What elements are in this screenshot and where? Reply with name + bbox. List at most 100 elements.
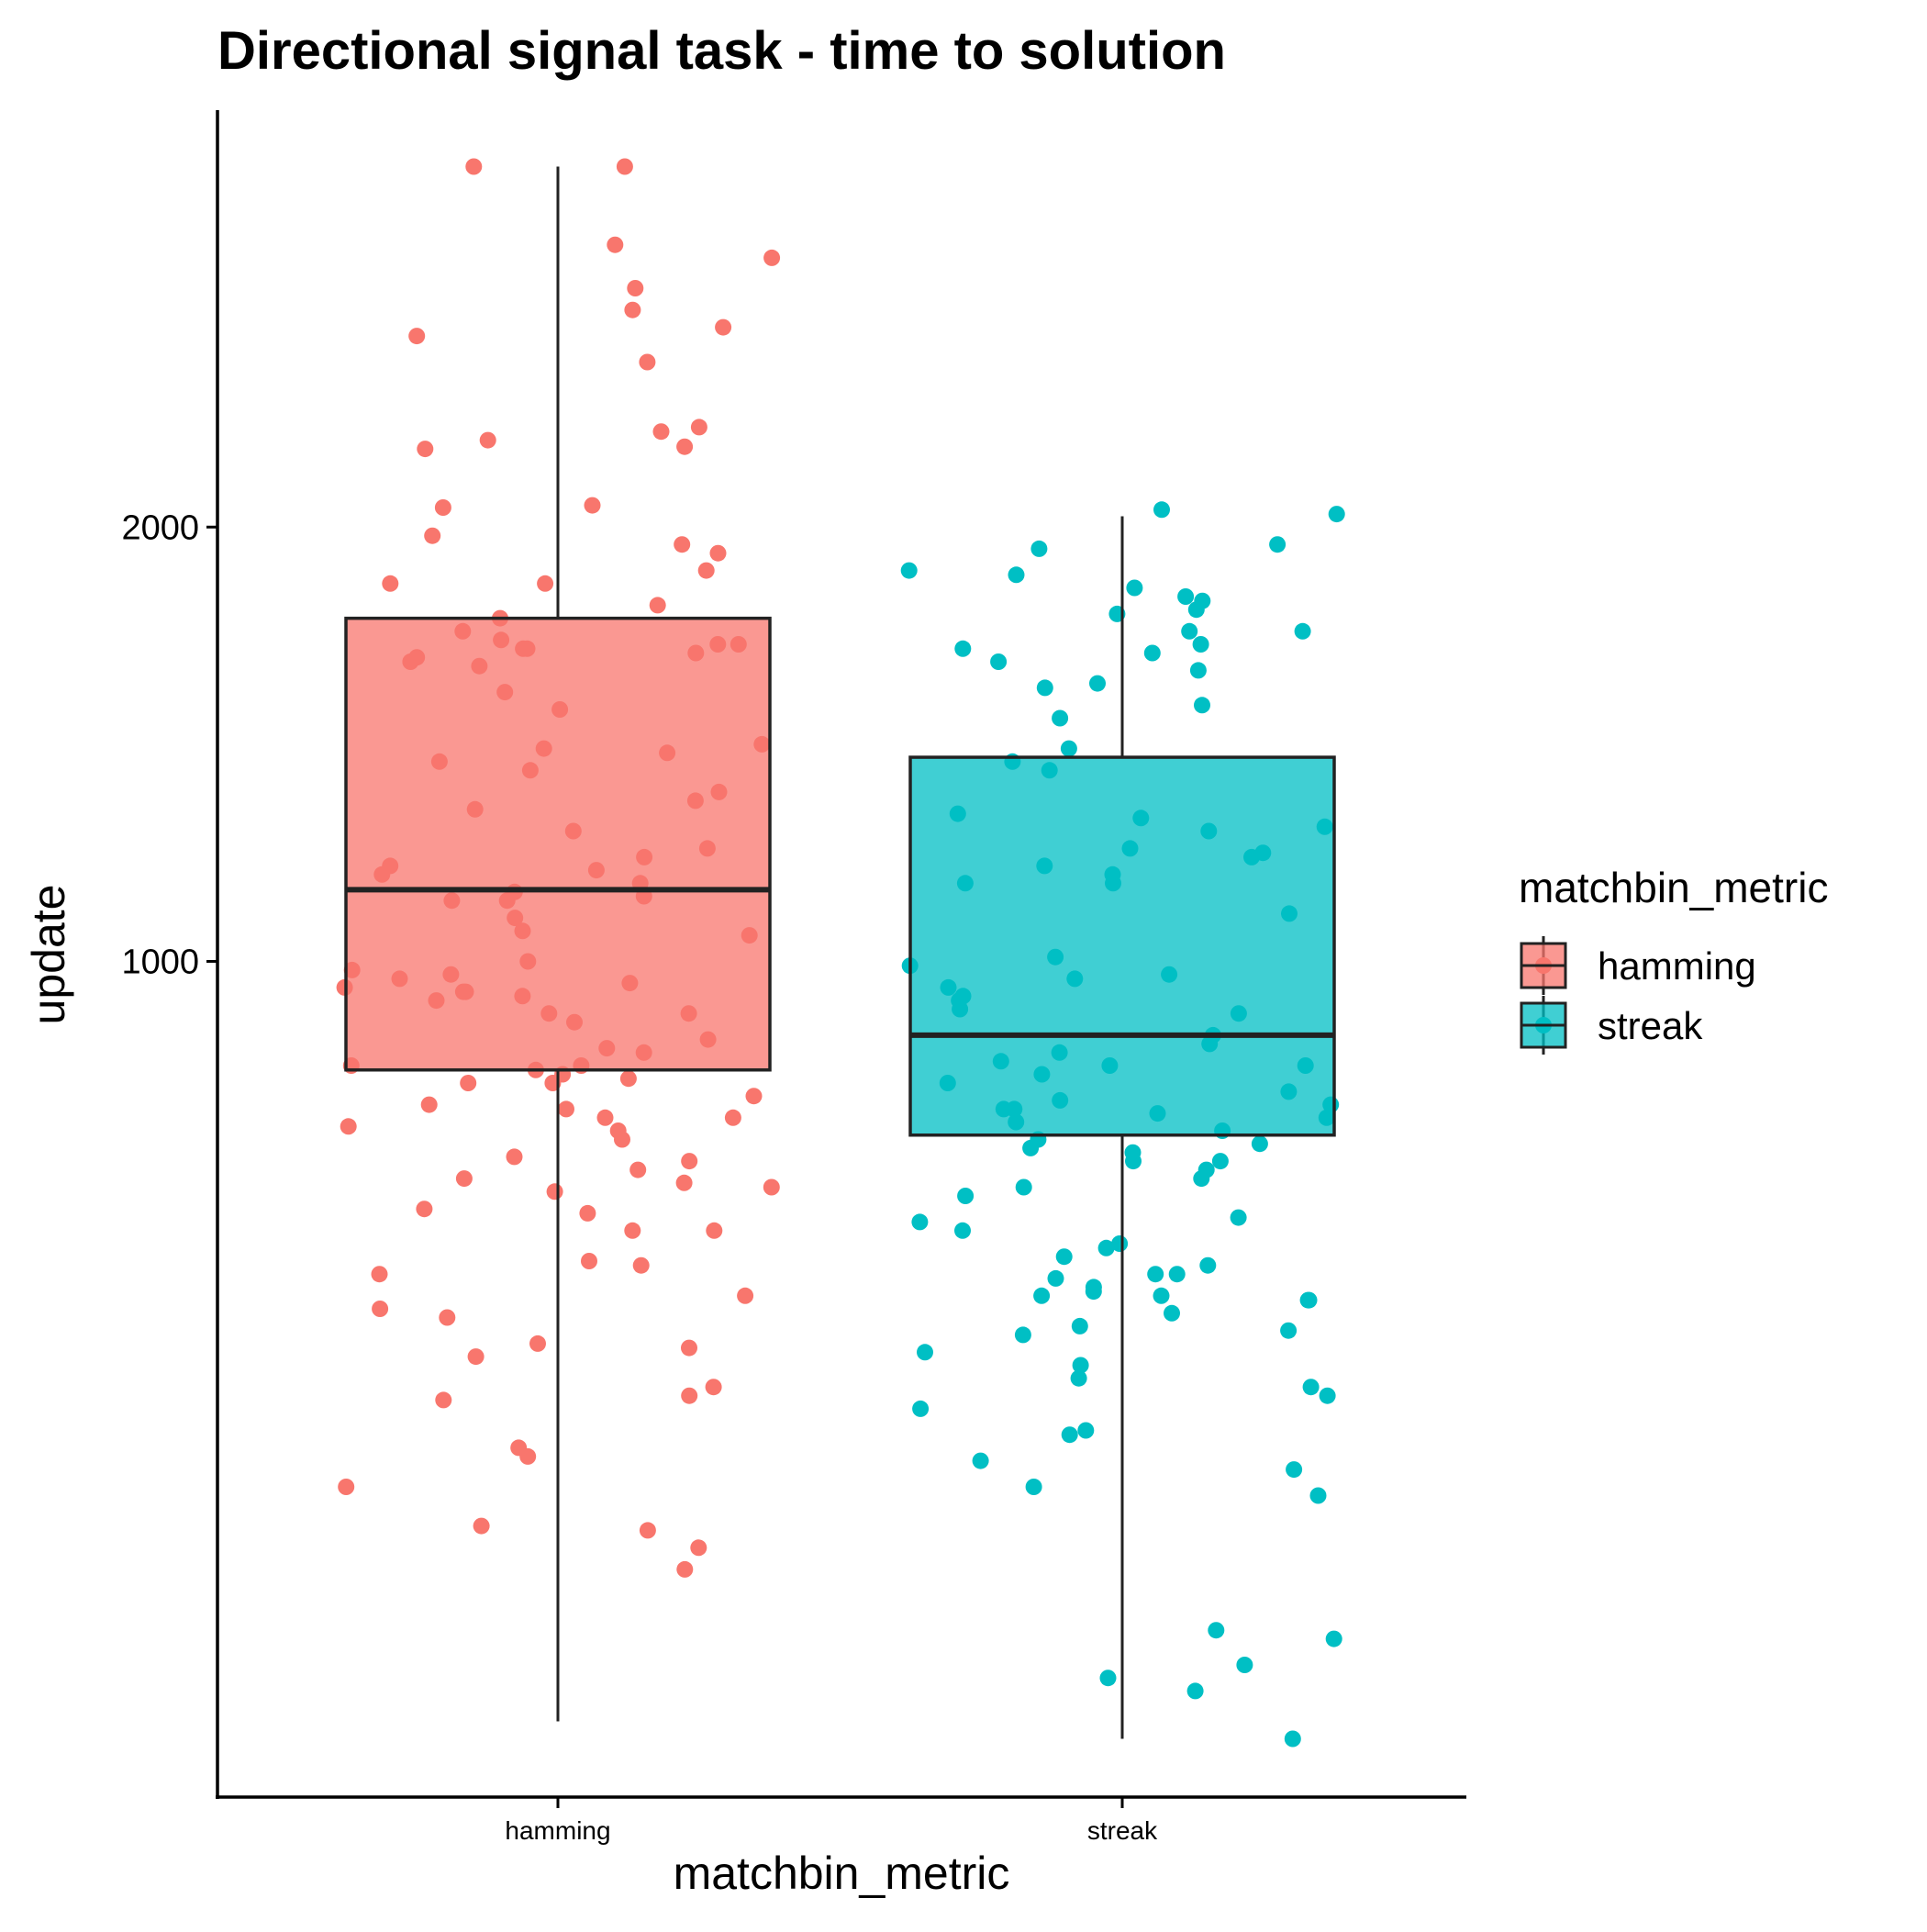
data-point [1085,1283,1102,1301]
data-point [1030,540,1048,557]
data-point [690,419,707,436]
data-point [1089,675,1106,692]
data-point [681,1339,697,1357]
data-point [473,1517,490,1535]
data-point [1014,1326,1031,1344]
data-point [1199,1256,1217,1274]
data-point [911,1213,929,1231]
legend-label: streak [1598,1004,1703,1047]
data-point [1072,1357,1089,1374]
data-point [957,1188,975,1204]
data-point [690,1539,707,1557]
data-point [1077,1422,1095,1439]
data-point [763,1178,780,1196]
data-point [675,1174,693,1191]
data-point [382,575,399,592]
data-point [619,1070,637,1088]
data-point [917,1344,933,1361]
data-point [1097,1239,1115,1256]
y-axis-title: update [23,885,74,1025]
data-point [954,1222,971,1239]
data-point [1192,636,1209,653]
data-point [1319,1387,1336,1404]
legend-title: matchbin_metric [1519,864,1828,911]
y-tick-label: 2000 [121,508,199,547]
data-point [434,499,451,516]
data-point [1126,579,1143,597]
x-axis-title: matchbin_metric [674,1848,1010,1899]
data-point [632,1256,650,1274]
data-point [629,1161,647,1178]
data-point [1309,1487,1327,1504]
data-point [639,353,656,371]
data-point [1302,1379,1320,1396]
data-point [614,1131,630,1148]
data-point [460,1075,477,1091]
data-point [479,431,496,449]
data-point [1187,601,1205,619]
data-point [681,1153,698,1170]
data-point [1125,1153,1142,1170]
data-point [624,1222,641,1239]
data-point [372,1301,389,1317]
legend-item-streak: streak [1520,996,1703,1055]
data-point [1186,1682,1204,1700]
data-point [537,575,554,592]
data-point [627,280,644,296]
data-point [745,1088,763,1105]
data-point [1236,1657,1253,1673]
data-point [1325,1630,1342,1647]
data-point [424,527,441,544]
data-point [676,1560,694,1578]
data-point [737,1287,754,1304]
data-point [1153,1287,1170,1304]
legend-items: hamming streak [1520,936,1756,1055]
data-point [715,318,732,336]
data-point [1294,622,1311,640]
data-point [1286,1461,1303,1479]
data-point [607,236,624,253]
data-point [1036,679,1053,697]
data-point [1143,644,1161,662]
data-point [467,1348,485,1366]
data-point [1008,566,1025,584]
data-point [338,1479,355,1495]
data-point [584,497,601,514]
data-point [649,597,666,614]
x-axis-ticks: hamming streak [505,1797,1158,1845]
box-hamming [344,616,772,1072]
x-tick-label: streak [1087,1816,1158,1845]
data-point [1251,1135,1268,1153]
data-point [1230,1209,1247,1226]
data-point [1269,536,1287,553]
data-point [652,423,670,441]
data-point [1055,1248,1073,1266]
data-point [1022,1139,1040,1156]
data-point [1147,1266,1164,1283]
legend-label: hamming [1598,944,1756,988]
data-point [579,1204,596,1222]
data-point [529,1335,546,1352]
data-point [972,1452,989,1469]
data-point [1168,1266,1186,1283]
data-point [1280,1322,1298,1339]
data-point [681,1387,698,1404]
data-point [596,1109,614,1126]
data-point [912,1400,930,1417]
data-point [1071,1317,1088,1335]
box-streak [908,755,1336,1137]
data-point [408,328,426,345]
data-point [1193,1170,1210,1188]
data-point [900,562,918,579]
data-point [417,441,434,458]
boxes [344,166,1336,1739]
data-point [1099,1670,1117,1687]
data-point [676,438,694,455]
data-point [1328,506,1345,523]
legend: matchbin_metric hamming streak [1519,864,1828,1055]
data-point [1070,1369,1087,1387]
chart-title: Directional signal task - time to soluti… [217,21,1226,81]
data-point [1208,1622,1225,1639]
x-tick-label: hamming [505,1816,610,1845]
